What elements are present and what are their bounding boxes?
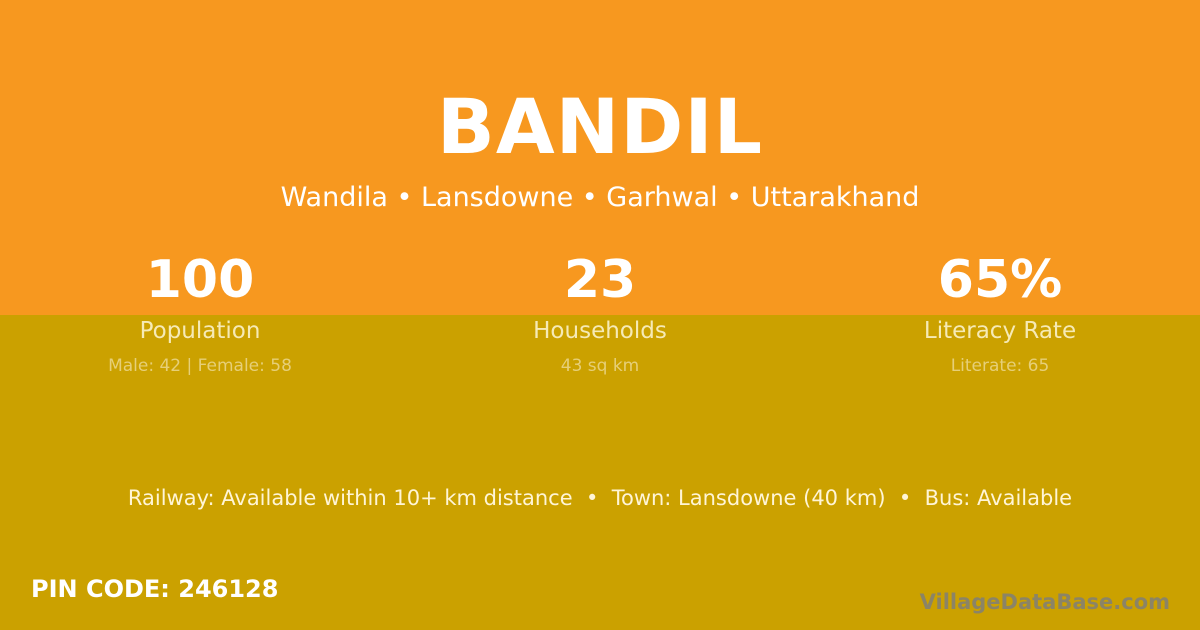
stat-detail: Male: 42 | Female: 58 <box>108 356 292 376</box>
stat-literacy: 65% Literacy Rate Literate: 65 <box>800 250 1200 376</box>
stat-label: Population <box>139 318 261 344</box>
stat-value: 23 <box>563 250 637 310</box>
facilities-info: Railway: Available within 10+ km distanc… <box>127 486 1073 510</box>
header-band <box>0 0 1200 315</box>
village-name: BANDIL <box>436 82 764 171</box>
stat-households: 23 Households 43 sq km <box>400 250 800 376</box>
footer-band <box>0 315 1200 630</box>
location-breadcrumb: Wandila • Lansdowne • Garhwal • Uttarakh… <box>280 182 920 213</box>
watermark-logo: VillageDataBase.com <box>919 590 1170 614</box>
stat-value: 100 <box>145 250 255 310</box>
pin-code: PIN CODE: 246128 <box>31 575 279 603</box>
stat-detail: Literate: 65 <box>950 356 1050 376</box>
stat-label: Households <box>533 318 667 344</box>
stat-value: 65% <box>937 250 1063 310</box>
stat-population: 100 Population Male: 42 | Female: 58 <box>0 250 400 376</box>
stat-label: Literacy Rate <box>923 318 1077 344</box>
stat-detail: 43 sq km <box>560 356 640 376</box>
